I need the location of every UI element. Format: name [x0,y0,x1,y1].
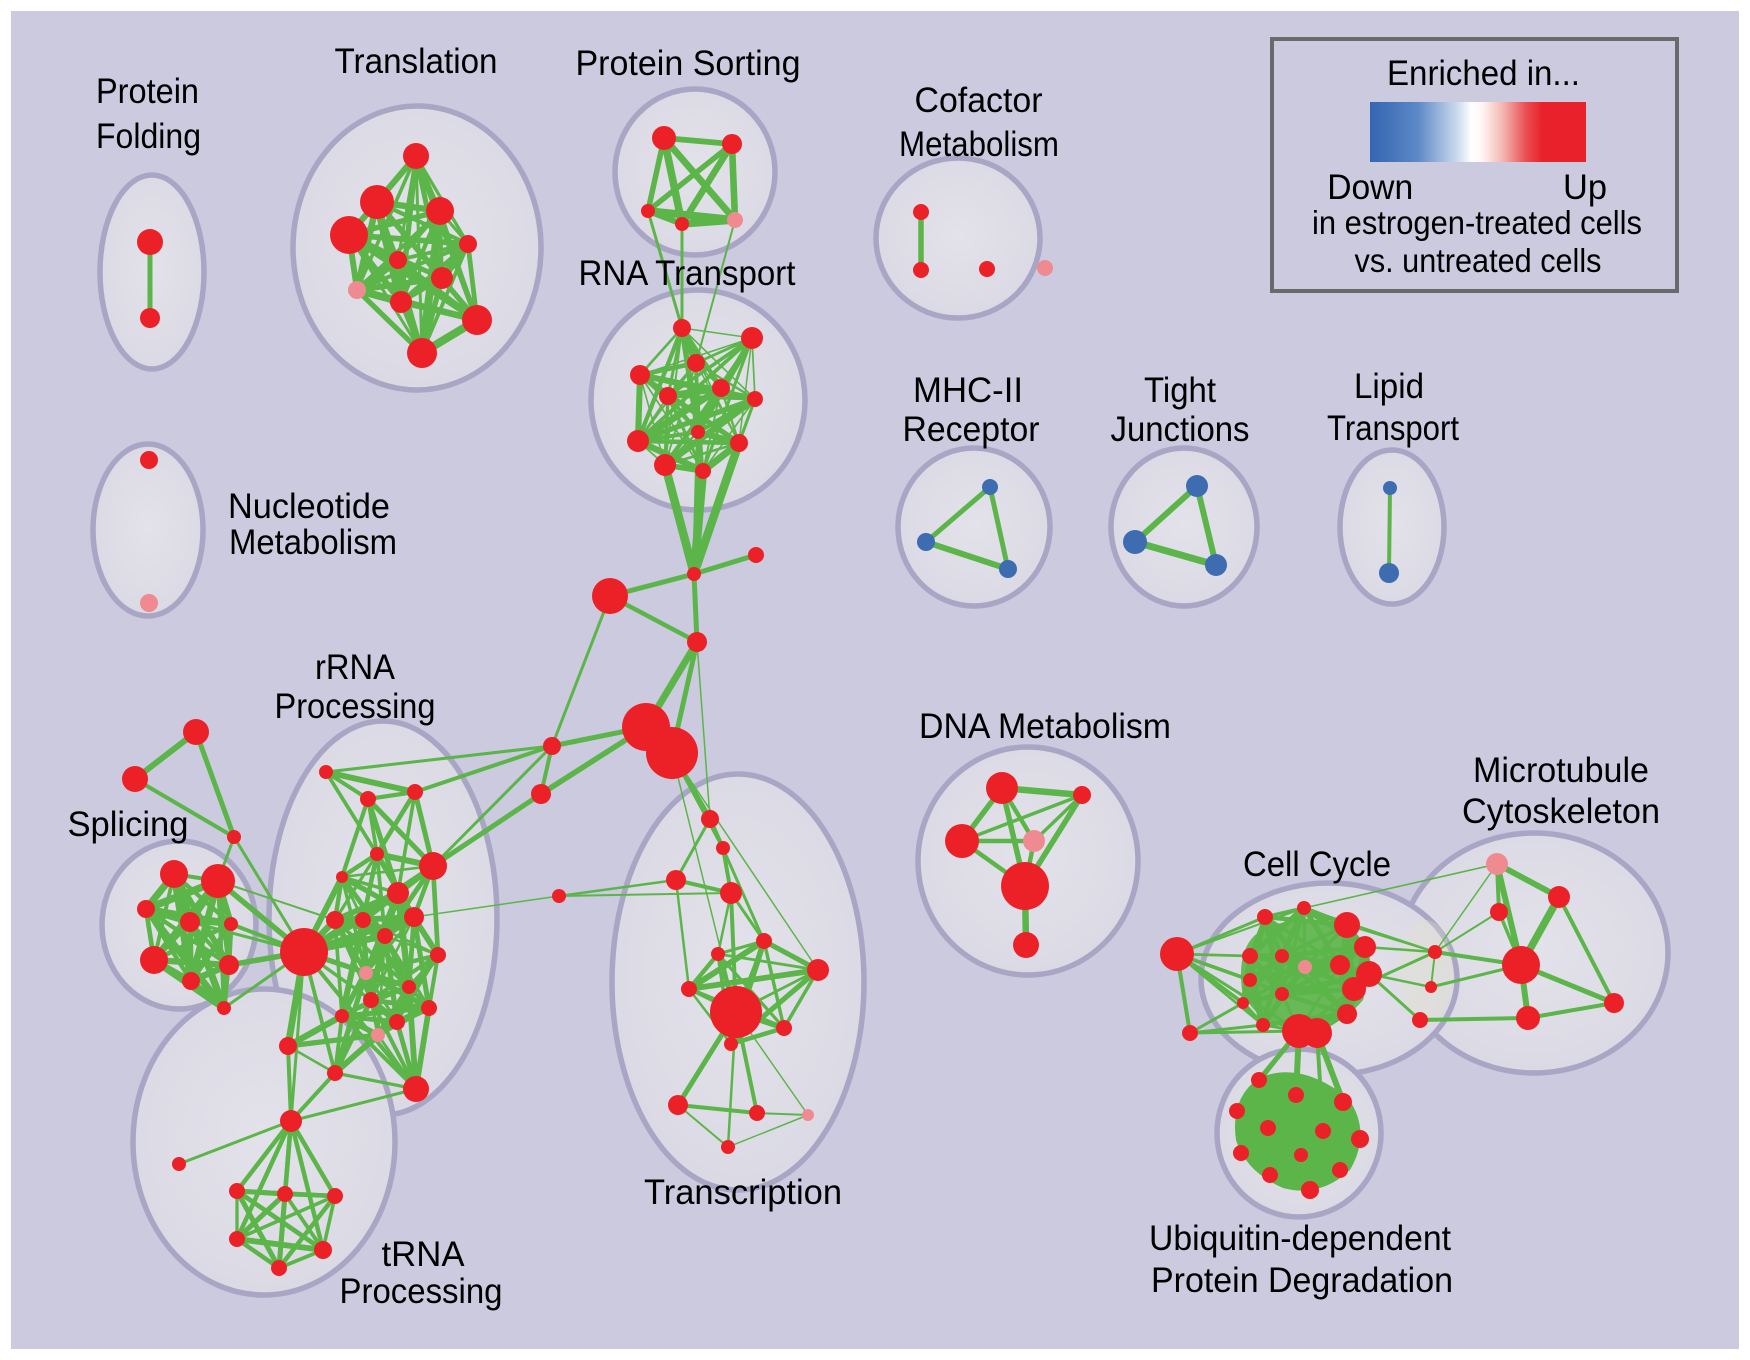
svg-text:Transcription: Transcription [644,1173,842,1212]
svg-text:Processing: Processing [275,687,436,726]
svg-text:Up: Up [1563,168,1607,207]
svg-text:Lipid: Lipid [1354,367,1424,406]
svg-text:Enriched in...: Enriched in... [1387,54,1580,93]
svg-text:RNA Transport: RNA Transport [579,254,796,293]
svg-text:Receptor: Receptor [903,410,1040,449]
svg-text:Transport: Transport [1327,409,1459,448]
svg-text:Protein Degradation: Protein Degradation [1151,1261,1453,1300]
svg-text:Down: Down [1327,168,1413,207]
svg-text:Splicing: Splicing [68,805,189,844]
svg-text:Microtubule: Microtubule [1473,751,1649,790]
svg-text:in estrogen-treated cells: in estrogen-treated cells [1312,204,1642,241]
svg-text:tRNA: tRNA [382,1235,466,1274]
svg-text:Translation: Translation [335,42,498,81]
svg-text:DNA Metabolism: DNA Metabolism [919,707,1171,746]
svg-text:Metabolism: Metabolism [899,125,1059,164]
svg-text:Ubiquitin-dependent: Ubiquitin-dependent [1149,1219,1451,1258]
svg-text:Cell Cycle: Cell Cycle [1243,845,1391,884]
svg-text:Metabolism: Metabolism [229,523,397,562]
svg-text:MHC-II: MHC-II [913,371,1023,410]
svg-text:Junctions: Junctions [1111,410,1250,449]
svg-text:Nucleotide: Nucleotide [228,487,390,526]
svg-text:Cofactor: Cofactor [915,81,1043,120]
svg-text:Cytoskeleton: Cytoskeleton [1462,792,1660,831]
svg-text:vs. untreated cells: vs. untreated cells [1355,242,1602,279]
svg-text:Protein Sorting: Protein Sorting [576,44,801,83]
svg-text:Tight: Tight [1144,371,1216,410]
svg-text:Folding: Folding [96,117,201,156]
svg-text:rRNA: rRNA [315,648,396,687]
svg-text:Protein: Protein [96,72,199,111]
svg-text:Processing: Processing [340,1272,503,1311]
